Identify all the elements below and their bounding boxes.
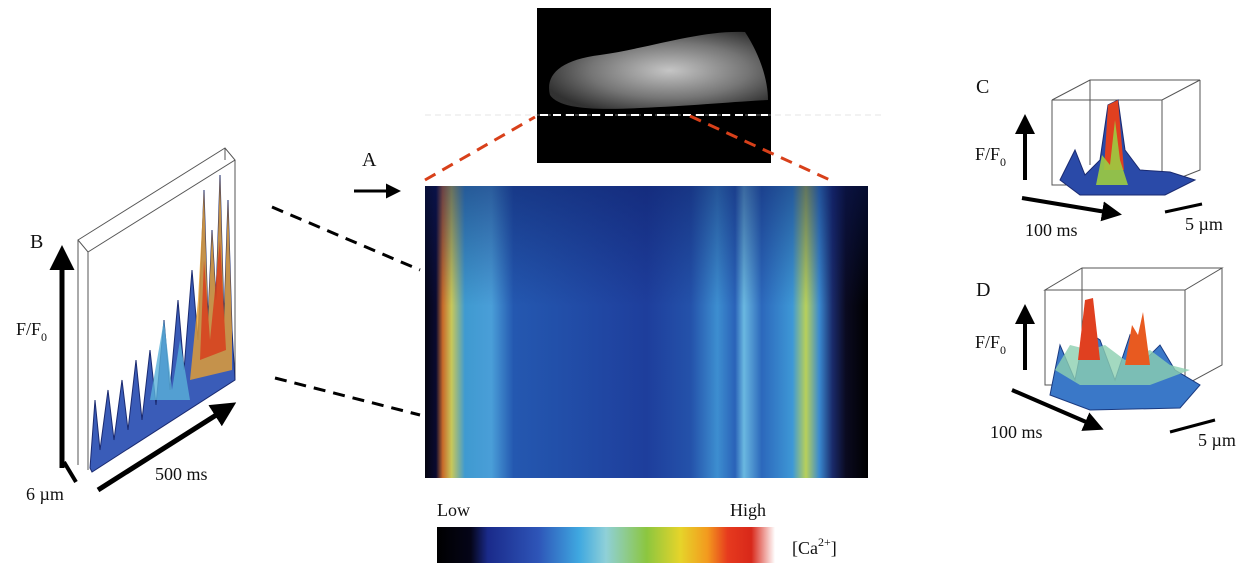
text-part: F/F xyxy=(975,332,1000,352)
space-label: 5 µm xyxy=(1185,214,1223,234)
axis-label: F/F0 xyxy=(975,332,1006,357)
zoom-line xyxy=(272,207,420,270)
colorbar xyxy=(437,527,775,563)
time-label: 100 ms xyxy=(990,422,1043,442)
surface-peak xyxy=(1078,298,1100,360)
text-part: ] xyxy=(831,538,837,558)
zoom-line xyxy=(275,378,420,415)
panel-label: B xyxy=(30,231,43,253)
text-part: F/F xyxy=(975,144,1000,164)
surface-plot-b xyxy=(78,148,235,472)
superscript: 2+ xyxy=(818,535,831,549)
colorbar-low: Low xyxy=(437,500,470,520)
page: {"panels": { "a": {"label": "A"}, "b": {… xyxy=(0,0,1251,566)
colorbar-quantity: [Ca2+] xyxy=(792,535,837,558)
panel-label: C xyxy=(976,76,989,98)
text-part: [Ca xyxy=(792,538,818,558)
zoom-line xyxy=(425,117,535,180)
subscript: 0 xyxy=(41,330,47,344)
time-label: 100 ms xyxy=(1025,220,1078,240)
panel-label: D xyxy=(976,279,990,301)
surface-plot-c xyxy=(1052,80,1200,195)
time-label: 500 ms xyxy=(155,464,208,484)
surface xyxy=(1060,100,1195,195)
figure: A Low High [Ca2+] B F/F0 500 ms 6 µm C F… xyxy=(0,0,1251,566)
scale-bar xyxy=(64,462,76,482)
surface-peak xyxy=(150,320,190,400)
space-label: 6 µm xyxy=(26,484,64,504)
arrow xyxy=(1022,198,1118,214)
space-label: 5 µm xyxy=(1198,430,1236,450)
surface-plot-d xyxy=(1045,268,1222,410)
shade xyxy=(425,186,868,306)
panel-label: A xyxy=(362,149,377,171)
colorbar-high: High xyxy=(730,500,766,520)
scale-bar xyxy=(1165,204,1202,212)
subscript: 0 xyxy=(1000,343,1006,357)
subscript: 0 xyxy=(1000,155,1006,169)
axis-label: F/F0 xyxy=(975,144,1006,169)
axis-label: F/F0 xyxy=(16,319,47,344)
text-part: F/F xyxy=(16,319,41,339)
